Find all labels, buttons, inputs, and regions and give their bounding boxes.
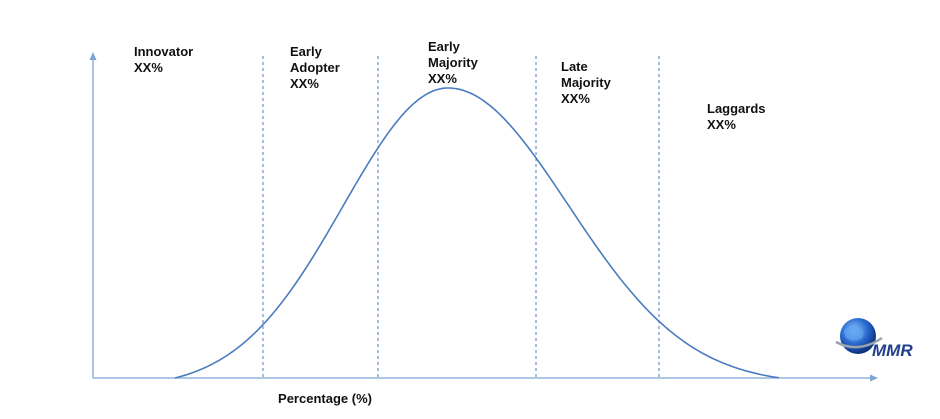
mmr-logo: MMR xyxy=(835,318,913,360)
segment-label-line: Late xyxy=(561,59,588,74)
segment-label-line: Laggards xyxy=(707,101,766,116)
segment-label-line: Majority xyxy=(428,55,479,70)
segment-label-5: Laggards XX% xyxy=(707,101,766,132)
segment-label-line: Early xyxy=(290,44,323,59)
segment-label-1: Innovator XX% xyxy=(134,44,193,75)
segment-dividers xyxy=(262,56,660,378)
x-axis-arrow xyxy=(870,374,878,382)
segment-label-line: Majority xyxy=(561,75,612,90)
segment-label-3: Early Majority XX% xyxy=(428,39,479,86)
x-axis-label: Percentage (%) xyxy=(278,391,372,406)
y-axis-arrow xyxy=(89,52,97,60)
segment-labels: Innovator XX%Early Adopter XX%Early Majority… xyxy=(134,39,766,132)
segment-label-line: Early xyxy=(428,39,461,54)
segment-label-line: XX% xyxy=(707,117,736,132)
segment-label-line: Adopter xyxy=(290,60,340,75)
segment-label-line: Innovator xyxy=(134,44,193,59)
segment-label-line: XX% xyxy=(428,71,457,86)
segment-label-4: Late Majority XX% xyxy=(561,59,612,106)
logo-text: MMR xyxy=(872,341,913,360)
segment-label-line: XX% xyxy=(561,91,590,106)
segment-label-2: Early Adopter XX% xyxy=(290,44,340,91)
segment-label-line: XX% xyxy=(290,76,319,91)
segment-label-line: XX% xyxy=(134,60,163,75)
bell-curve xyxy=(174,87,780,379)
